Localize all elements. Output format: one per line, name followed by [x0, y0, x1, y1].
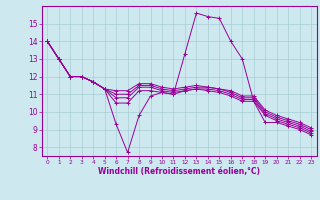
X-axis label: Windchill (Refroidissement éolien,°C): Windchill (Refroidissement éolien,°C)	[98, 167, 260, 176]
